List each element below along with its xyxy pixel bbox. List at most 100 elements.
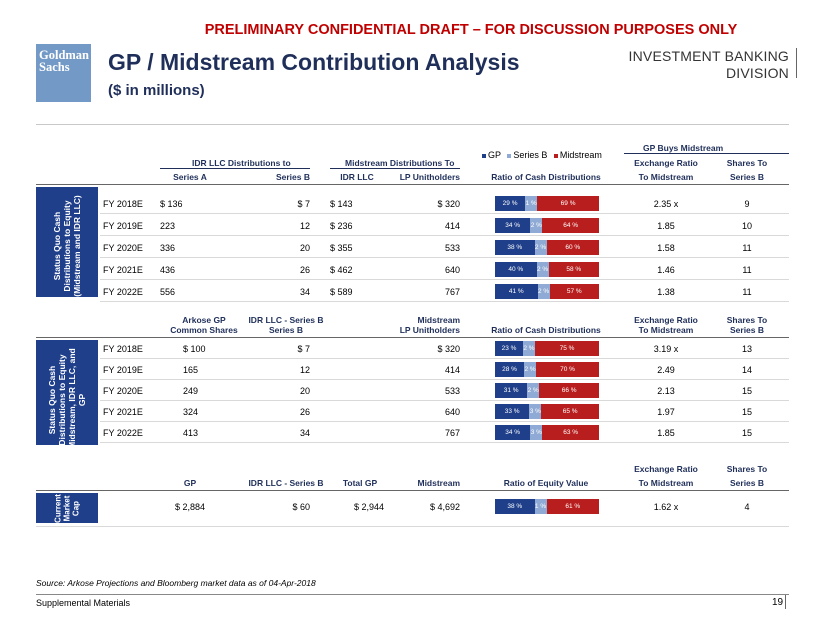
- sec2-seg-gp: 31 %: [495, 383, 528, 398]
- sec1-side-label-box: [36, 187, 98, 297]
- sec1-ratio-bar: 34 % 2 % 64 %: [495, 218, 599, 233]
- sec2-row-year: FY 2022E: [103, 428, 143, 438]
- sec2-ratio-bar: 33 % 3 % 65 %: [495, 404, 599, 419]
- sec2-row-year: FY 2021E: [103, 407, 143, 417]
- sec3-total-value: $ 2,944: [353, 502, 384, 512]
- sec2-lp-unitholders: 640: [444, 407, 460, 417]
- sec1-idr-llc: $ 143: [330, 199, 353, 209]
- footer-rule: [36, 594, 789, 595]
- sec1-seg-gp: 41 %: [495, 284, 538, 299]
- sec3-col-gp: GP: [183, 478, 197, 488]
- col-series-b: Series B: [275, 172, 310, 182]
- division-line-1: INVESTMENT BANKING: [628, 48, 789, 64]
- sec3-seg-gp: 38 %: [495, 499, 535, 514]
- sec2-col-arkose-1: Arkose GP: [182, 315, 226, 325]
- idr-llc-group-header: IDR LLC Distributions to: [192, 158, 291, 168]
- gp-buys-underline: [624, 153, 789, 154]
- sec3-col-ex-1: Exchange Ratio: [634, 464, 698, 474]
- sec2-row-divider: [100, 442, 789, 443]
- sec3-col-total: Total GP: [342, 478, 378, 488]
- sec2-seg-gp: 33 %: [495, 404, 530, 419]
- sec1-lp-unitholders: $ 320: [437, 199, 460, 209]
- division-label: INVESTMENT BANKING DIVISION: [629, 48, 789, 82]
- sec1-series-a: 556: [160, 287, 176, 297]
- sec2-series-b: 20: [299, 386, 310, 396]
- sec3-side-label: Current Market Cap: [42, 493, 92, 523]
- sec2-exchange-ratio: 2.13: [657, 386, 675, 396]
- sec1-seg-mid: 64 %: [542, 218, 599, 233]
- legend-series-b-label: Series B: [513, 150, 548, 160]
- header-rule: [36, 124, 789, 125]
- sec2-lp-unitholders: $ 320: [437, 344, 460, 354]
- sec1-shares: 11: [742, 243, 752, 253]
- col-ratio-cash: Ratio of Cash Distributions: [491, 172, 601, 182]
- sec1-seg-gp: 40 %: [495, 262, 537, 277]
- sec1-idr-llc: $ 462: [330, 265, 353, 275]
- sec2-exchange-ratio: 1.85: [657, 428, 675, 438]
- sec1-row-year: FY 2022E: [103, 287, 143, 297]
- sec2-lp-unitholders: 414: [444, 365, 460, 375]
- sec2-row-year: FY 2019E: [103, 365, 143, 375]
- sec2-lp-unitholders: 533: [444, 386, 460, 396]
- sec1-row-divider: [100, 301, 789, 302]
- sec1-row-year: FY 2021E: [103, 265, 143, 275]
- sec1-series-a: 336: [160, 243, 176, 253]
- sec2-series-b: 12: [299, 365, 310, 375]
- sec3-gp-value: $ 2,884: [174, 502, 206, 512]
- sec2-shares: 13: [741, 344, 752, 354]
- sec2-col-sh-2: Series B: [729, 325, 765, 335]
- sec3-shares: 4: [744, 502, 750, 512]
- sec1-exchange-ratio: 1.38: [657, 287, 675, 297]
- sec1-series-a: 223: [160, 221, 176, 231]
- sec1-header-rule: [36, 184, 789, 185]
- midstream-group-header: Midstream Distributions To: [345, 158, 455, 168]
- sec3-side-label-text: Current Market Cap: [53, 493, 81, 523]
- sec1-idr-llc: $ 355: [330, 243, 353, 253]
- sec2-arkose-gp: 165: [183, 365, 199, 375]
- col-lp-unitholders: LP Unitholders: [399, 172, 460, 182]
- sec2-arkose-gp: 324: [183, 407, 199, 417]
- sec2-seg-mid: 70 %: [536, 362, 599, 377]
- sec3-col-sh-2: Series B: [729, 478, 765, 488]
- sec2-seg-mid: 65 %: [541, 404, 599, 419]
- sec2-shares: 14: [741, 365, 752, 375]
- gp-buys-midstream-header: GP Buys Midstream: [643, 143, 724, 153]
- col-series-a: Series A: [173, 172, 207, 182]
- sec1-series-b: 26: [299, 265, 310, 275]
- sec2-col-ex-1: Exchange Ratio: [634, 315, 698, 325]
- page-subtitle: ($ in millions): [108, 82, 205, 99]
- sec2-seg-mid: 75 %: [535, 341, 599, 356]
- sec3-header-rule: [36, 490, 789, 491]
- exchange-ratio-header: Exchange Ratio: [634, 158, 698, 168]
- sec1-seg-sb: 2 %: [530, 218, 543, 233]
- sec2-seg-mid: 66 %: [539, 383, 599, 398]
- sec1-seg-gp: 34 %: [495, 218, 531, 233]
- sec1-shares: 11: [742, 287, 752, 297]
- sec2-seg-sb: 2 %: [523, 341, 535, 356]
- col-idr-llc: IDR LLC: [340, 172, 374, 182]
- sec2-seg-sb: 3 %: [530, 425, 543, 440]
- sec2-seg-gp: 34 %: [495, 425, 531, 440]
- logo-line-2: Sachs: [39, 60, 70, 74]
- sec1-series-b: 12: [299, 221, 310, 231]
- sec2-arkose-gp: 249: [183, 386, 199, 396]
- sec2-seg-mid: 63 %: [542, 425, 599, 440]
- sec2-side-label: Status Quo Cash Distributions to Equity …: [47, 348, 87, 452]
- sec2-col-idr-2: Series B: [268, 325, 304, 335]
- sec3-seg-mid: 61 %: [546, 499, 599, 514]
- sec2-seg-gp: 23 %: [495, 341, 523, 356]
- midstream-group-underline: [330, 168, 460, 169]
- sec2-seg-sb: 2 %: [524, 362, 537, 377]
- sec2-col-ratio: Ratio of Cash Distributions: [491, 325, 601, 335]
- sec1-exchange-ratio: 1.46: [657, 265, 675, 275]
- legend: GP Series B Midstream: [482, 150, 602, 160]
- shares-to-header: Shares To: [726, 158, 768, 168]
- sec1-seg-mid: 60 %: [546, 240, 599, 255]
- legend-gp-swatch: [482, 153, 486, 158]
- sec1-idr-llc: $ 236: [330, 221, 353, 231]
- idr-group-underline: [160, 168, 310, 169]
- sec2-seg-sb: 2 %: [527, 383, 540, 398]
- col-to-midstream: To Midstream: [638, 172, 694, 182]
- sec3-col-ratio: Ratio of Equity Value: [503, 478, 589, 488]
- sec1-seg-gp: 38 %: [495, 240, 535, 255]
